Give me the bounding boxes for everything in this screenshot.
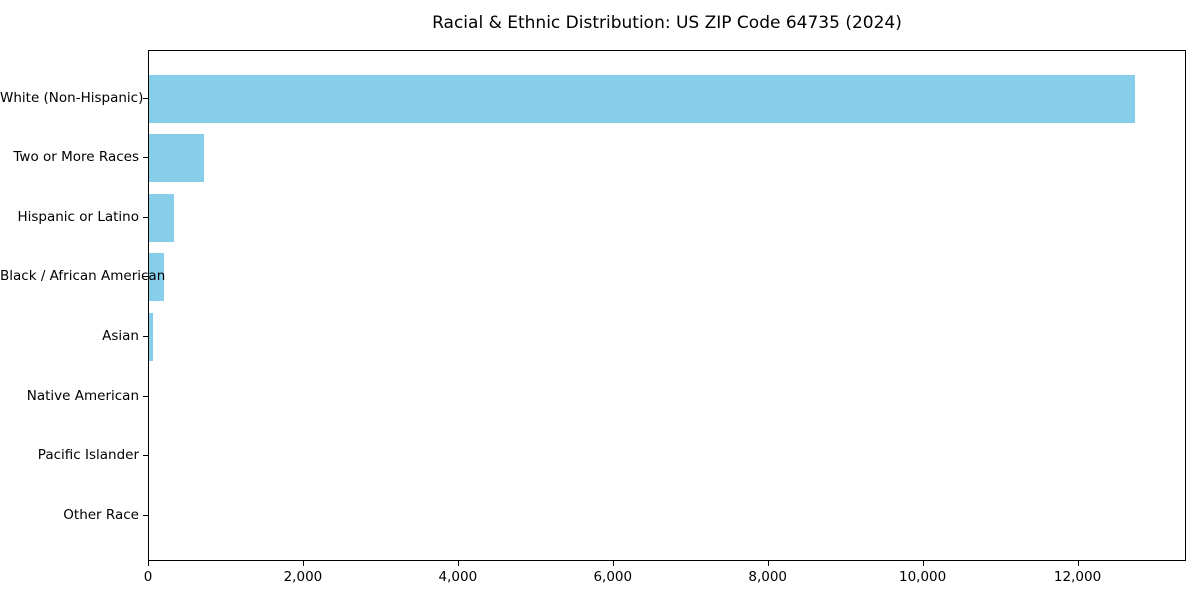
x-tick-mark [148,561,149,566]
y-tick-mark [143,276,148,278]
x-tick-mark [1077,561,1079,566]
y-tick-mark [143,335,148,337]
y-tick-mark [143,97,148,99]
x-tick-mark [922,561,924,566]
bar-black-african-american [149,253,165,302]
x-tick-label-2-000: 2,000 [283,569,323,585]
category-label-other-race: Other Race [63,506,139,523]
y-tick-mark [143,216,148,218]
category-label-white-non-hispanic: White (Non-Hispanic) [0,89,144,106]
x-tick-mark [767,561,769,566]
y-tick-mark [143,157,148,159]
x-tick-label-10-000: 10,000 [899,569,947,585]
category-label-native-american: Native American [26,387,139,404]
plot-area [148,50,1186,561]
category-label-asian: Asian [102,327,139,344]
bar-white-non-hispanic [149,74,1136,123]
category-label-black-african-american: Black / African American [0,268,166,285]
x-tick-mark [612,561,614,566]
bar-hispanic-or-latino [149,193,174,242]
bar-two-or-more-races [149,134,204,183]
x-tick-label-0: 0 [143,569,153,585]
bar-asian [149,312,153,361]
x-tick-label-4-000: 4,000 [438,569,478,585]
y-tick-mark [143,395,148,397]
category-label-pacific-islander: Pacific Islander [37,447,139,464]
x-tick-mark [457,561,459,566]
y-tick-mark [143,455,148,457]
x-tick-mark [302,561,304,566]
chart-title: Racial & Ethnic Distribution: US ZIP Cod… [432,13,902,33]
x-tick-label-8-000: 8,000 [748,569,788,585]
x-tick-label-12-000: 12,000 [1053,569,1102,585]
category-label-hispanic-or-latino: Hispanic or Latino [17,208,139,225]
x-tick-label-6-000: 6,000 [593,569,633,585]
y-tick-mark [143,514,148,516]
category-label-two-or-more-races: Two or More Races [13,149,139,166]
